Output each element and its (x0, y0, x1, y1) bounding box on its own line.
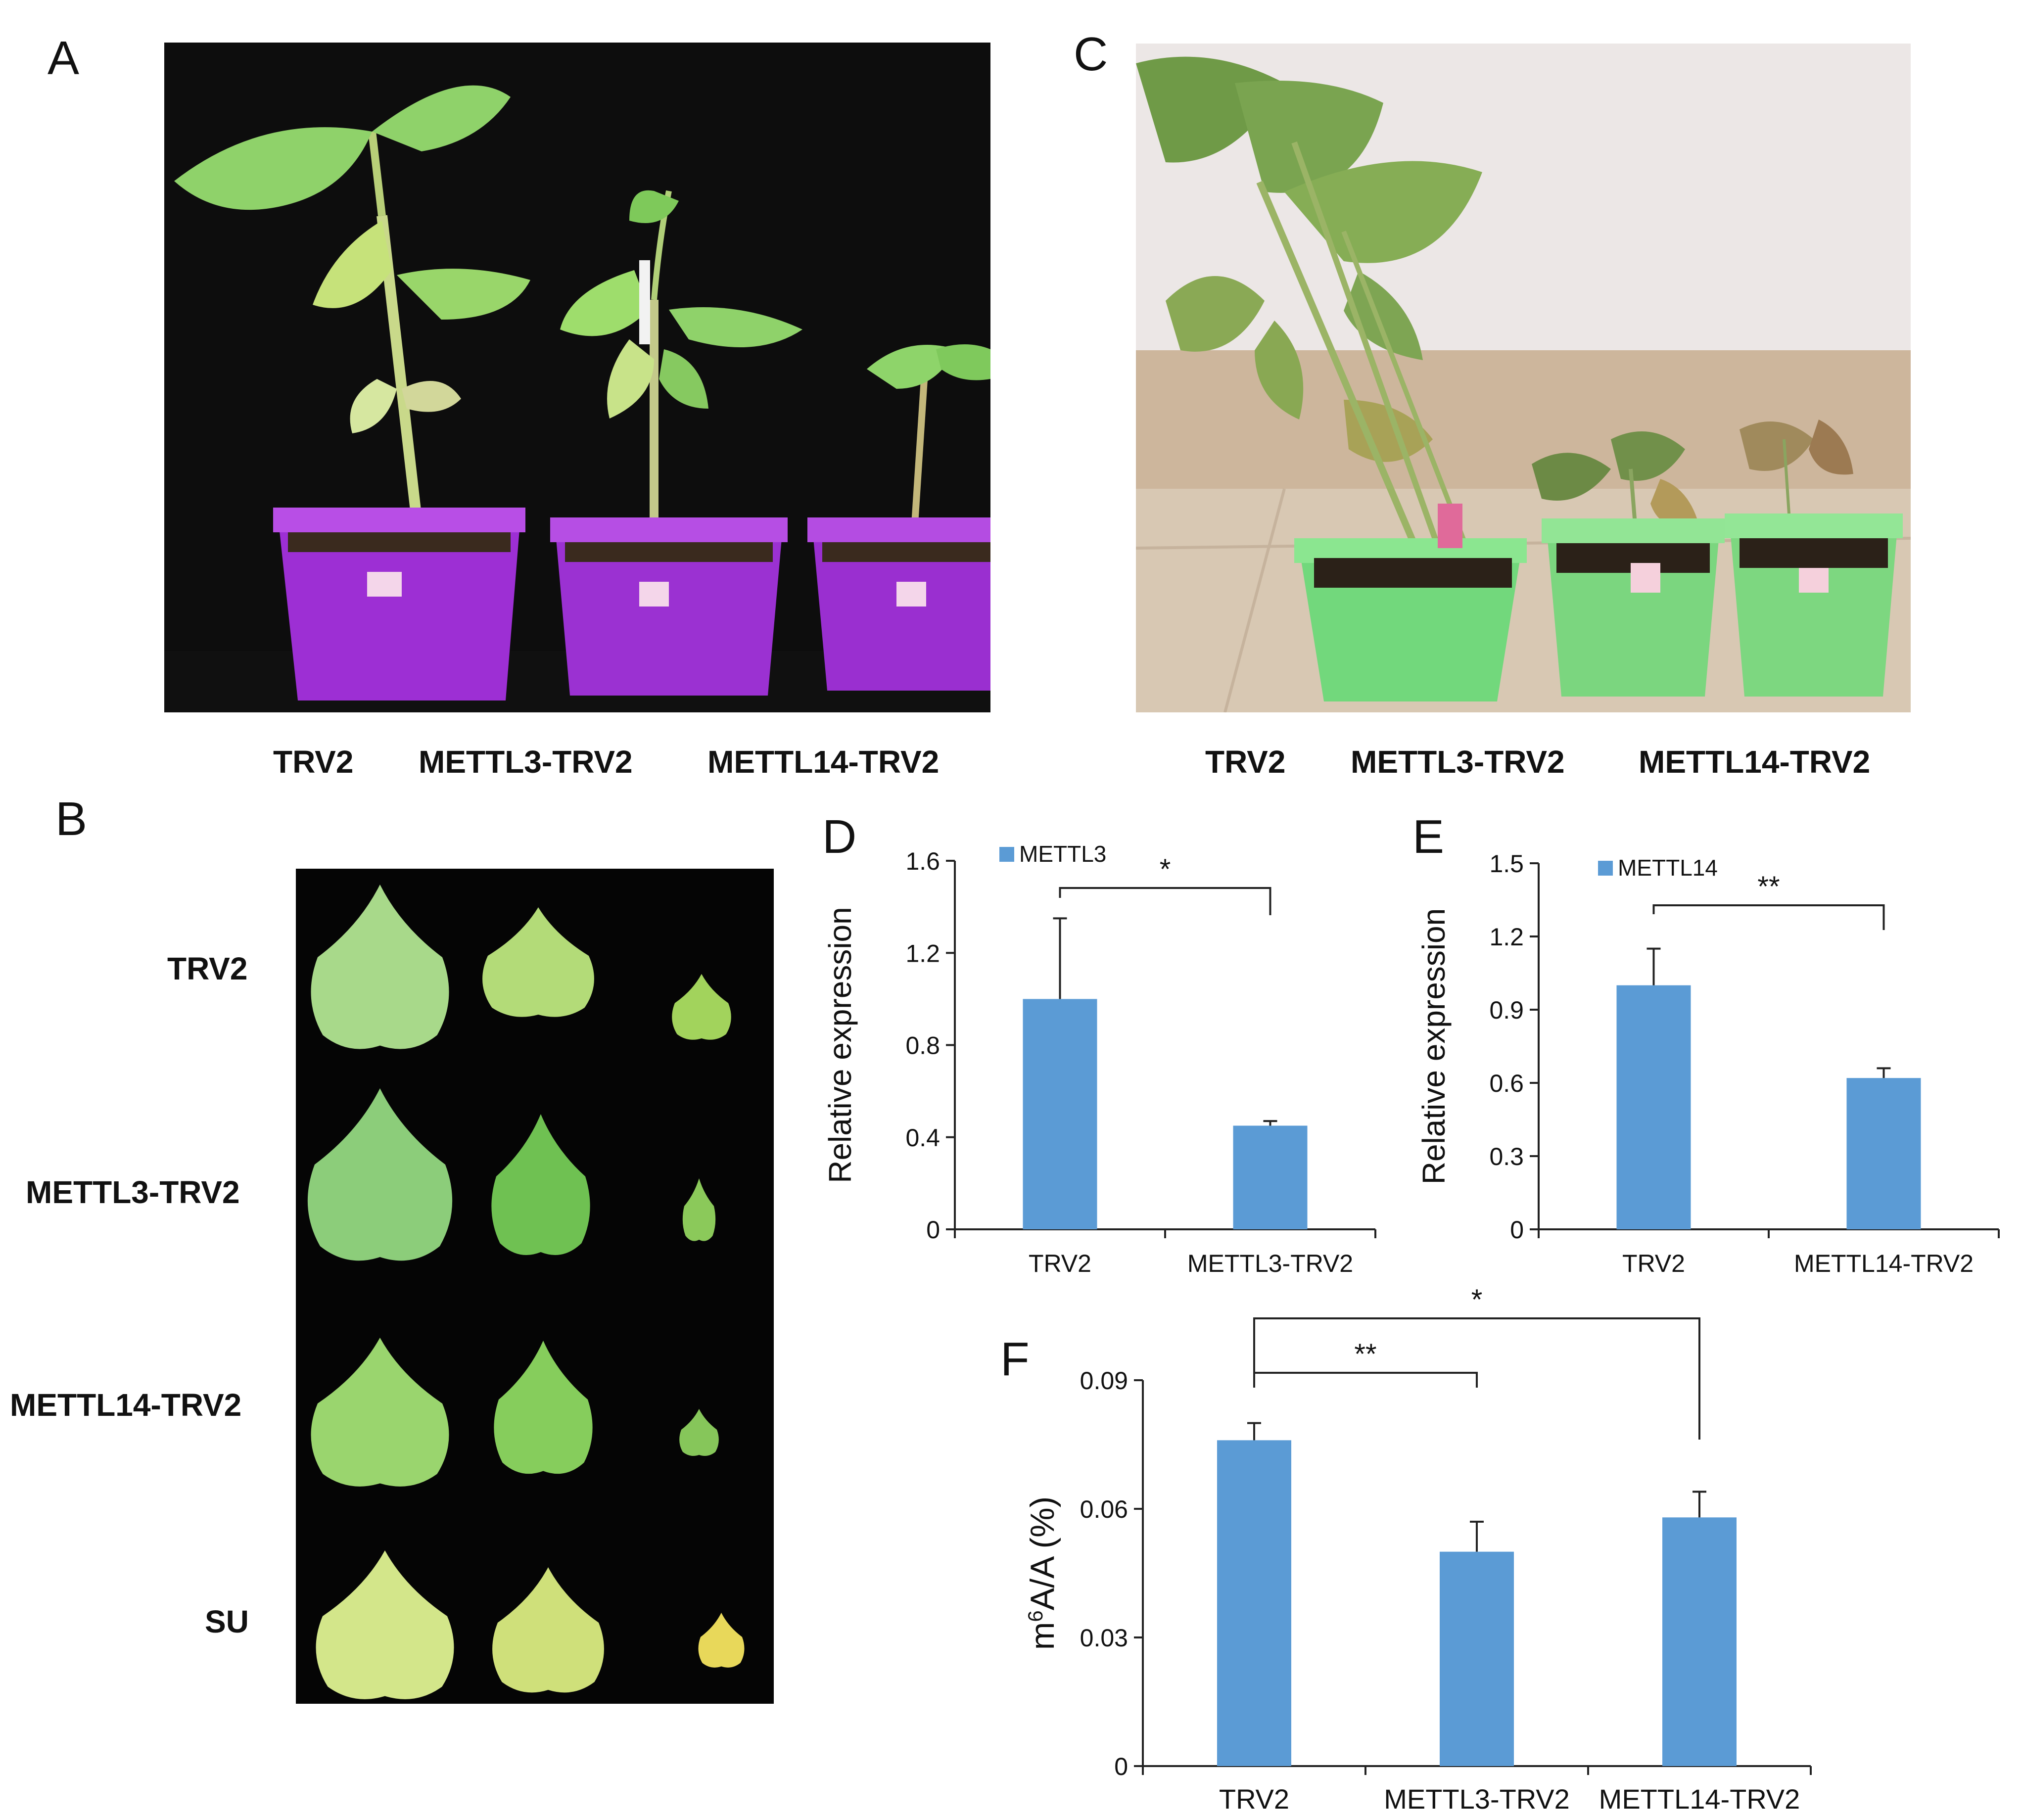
panel-a-photo (164, 43, 990, 712)
chart-f-significance-bracket (1253, 1372, 1478, 1388)
chart-d-legend-label: METTL3 (1019, 841, 1106, 867)
chart-d-significance-bracket (1059, 887, 1271, 915)
panel-letter-f: F (1000, 1333, 1030, 1386)
chart-d-significance-label: * (1160, 853, 1171, 886)
panel-b-row-label-trv2: TRV2 (167, 951, 248, 986)
chart-e-legend-swatch (1598, 861, 1613, 876)
chart-e-ytick-label: 1.2 (1489, 923, 1524, 951)
chart-e-bar (1846, 1078, 1921, 1229)
panel-letter-d: D (822, 810, 857, 863)
chart-f-ytick-label: 0.06 (1080, 1495, 1128, 1523)
chart-d-category-label: METTL3-TRV2 (1187, 1250, 1353, 1277)
chart-e-legend-label: METTL14 (1618, 855, 1718, 881)
chart-e: 0 0.3 0.6 0.9 1.2 1.5 TRV2 METTL14-TRV2 Relative… (1416, 850, 2000, 1277)
chart-f-bar (1662, 1517, 1737, 1766)
chart-d-category-label: TRV2 (1029, 1250, 1091, 1277)
chart-d-bar (1023, 999, 1097, 1229)
panel-b-row-label-mettl14-trv2: METTL14-TRV2 (10, 1387, 242, 1423)
chart-e-category-label: TRV2 (1622, 1250, 1685, 1277)
chart-d-ytick-label: 0 (926, 1216, 940, 1244)
panel-c-photo (1136, 44, 1911, 712)
chart-f-significance-label: * (1471, 1284, 1483, 1316)
chart-d: 0 0.4 0.8 1.2 1.6 TRV2 METTL3-TRV2 Relative exp… (822, 841, 1376, 1277)
panel-c-label-mettl3-trv2: METTL3-TRV2 (1351, 744, 1565, 780)
chart-f-ylabel: m6A/A (%) (1024, 1496, 1062, 1650)
panel-letter-e: E (1412, 810, 1445, 863)
panel-c-plants-illustration (1136, 44, 1911, 712)
chart-d-ylabel: Relative expression (822, 907, 858, 1183)
chart-f-ytick-label: 0 (1114, 1753, 1128, 1780)
chart-f: 0 0.03 0.06 0.09 TRV2 METTL3-TRV2 METTL14-TRV2… (1024, 1284, 1812, 1815)
chart-e-ytick-label: 0 (1510, 1216, 1524, 1244)
chart-e-ylabel: Relative expression (1416, 908, 1452, 1185)
panel-letter-b: B (55, 793, 88, 845)
chart-e-ytick-label: 0.3 (1489, 1143, 1524, 1170)
chart-f-ylabel-part: m (1024, 1622, 1061, 1650)
chart-f-ylabel-part: A/A (%) (1024, 1496, 1061, 1611)
chart-d-ytick-label: 0.8 (905, 1032, 940, 1060)
chart-f-ytick-label: 0.03 (1080, 1624, 1128, 1652)
chart-e-ytick-label: 0.6 (1489, 1070, 1524, 1097)
chart-e-ytick-label: 0.9 (1489, 996, 1524, 1024)
chart-f-category-label: METTL3-TRV2 (1384, 1783, 1569, 1815)
chart-e-significance-bracket (1652, 904, 1885, 930)
chart-d-ytick-label: 0.4 (905, 1124, 940, 1152)
chart-d-legend-swatch (999, 847, 1014, 862)
panel-b-leaves-photo (296, 869, 774, 1704)
chart-e-bar (1616, 985, 1691, 1229)
chart-e-category-label: METTL14-TRV2 (1794, 1250, 1974, 1277)
panel-a-label-mettl3-trv2: METTL3-TRV2 (419, 744, 633, 780)
panel-c-label-trv2: TRV2 (1205, 744, 1286, 780)
panel-c-label-mettl14-trv2: METTL14-TRV2 (1639, 744, 1871, 780)
panel-letter-c: C (1074, 28, 1108, 81)
chart-f-ylabel-superscript: 6 (1024, 1610, 1047, 1622)
panel-b-row-label-mettl3-trv2: METTL3-TRV2 (26, 1174, 240, 1210)
panel-a-label-trv2: TRV2 (273, 744, 354, 780)
chart-e-ytick-label: 1.5 (1489, 850, 1524, 878)
chart-d-bar (1233, 1125, 1308, 1229)
chart-f-category-label: TRV2 (1219, 1783, 1289, 1815)
panel-a-label-mettl14-trv2: METTL14-TRV2 (707, 744, 940, 780)
chart-f-ytick-label: 0.09 (1080, 1367, 1128, 1395)
chart-f-significance-bracket (1253, 1317, 1700, 1440)
panel-b-row-label-su: SU (205, 1604, 249, 1639)
chart-d-ytick-label: 1.6 (905, 847, 940, 875)
chart-f-significance-label: ** (1354, 1338, 1376, 1370)
chart-f-bar (1217, 1440, 1291, 1766)
panel-b-leaves-illustration (296, 869, 774, 1704)
chart-e-significance-label: ** (1757, 871, 1780, 903)
chart-f-category-label: METTL14-TRV2 (1599, 1783, 1800, 1815)
chart-f-bar (1440, 1551, 1514, 1766)
chart-d-ytick-label: 1.2 (905, 939, 940, 967)
panel-a-plants-illustration (164, 43, 990, 712)
panel-letter-a: A (47, 32, 80, 85)
